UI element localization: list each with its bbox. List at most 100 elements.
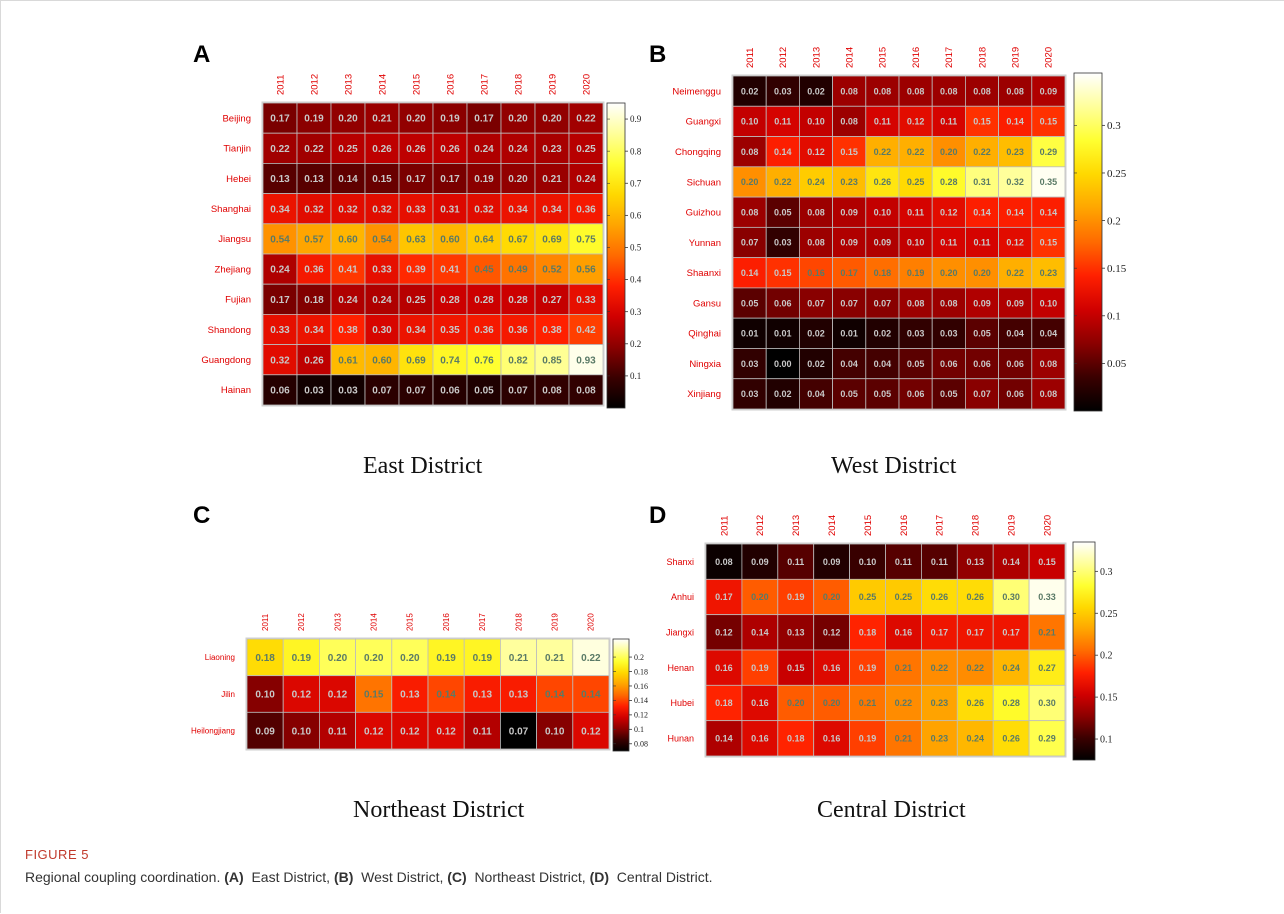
cell-value-label: 0.36 (474, 325, 494, 336)
row-label: Liaoning (205, 653, 235, 662)
row-label: Shanxi (666, 557, 694, 567)
cell-value-label: 0.28 (508, 295, 528, 306)
cell-value-label: 0.15 (372, 174, 392, 185)
heatmap-cell (705, 543, 743, 580)
cell-value-label: 0.36 (576, 204, 596, 215)
row-label: Gansu (693, 298, 721, 309)
cell-value-label: 0.19 (787, 592, 805, 602)
cell-value-label: 0.14 (973, 207, 991, 217)
cell-value-label: 0.20 (940, 147, 958, 157)
cell-value-label: 0.15 (1038, 557, 1056, 567)
cell-value-label: 0.04 (874, 359, 892, 369)
heatmap-cell (965, 348, 1000, 380)
heatmap-cell (432, 283, 468, 315)
cell-value-label: 0.05 (474, 386, 494, 397)
heatmap-cell (568, 313, 604, 345)
heatmap-cell (355, 638, 393, 677)
heatmap-cell (732, 317, 767, 349)
cell-value-label: 0.19 (440, 114, 460, 125)
cell-value-label: 0.35 (1040, 177, 1058, 187)
cell-value-label: 0.03 (774, 86, 792, 96)
year-tick-label: 2014 (827, 515, 838, 536)
year-tick-label: 2020 (581, 74, 592, 95)
year-tick-label: 2016 (911, 47, 922, 68)
heatmap-cell (296, 344, 332, 376)
cell-value-label: 0.63 (406, 235, 426, 246)
cell-value-label: 0.16 (751, 734, 769, 744)
cell-value-label: 0.14 (1006, 117, 1024, 127)
heatmap-cell (398, 162, 434, 194)
cell-value-label: 0.15 (1040, 238, 1058, 248)
cell-value-label: 0.05 (874, 389, 892, 399)
heatmap-cell (1031, 378, 1066, 410)
heatmap-cell (998, 166, 1033, 198)
cell-value-label: 0.12 (364, 726, 384, 737)
heatmap-cell (296, 132, 332, 164)
caption-text-b: West District, (353, 869, 444, 885)
cell-value-label: 0.15 (787, 663, 805, 673)
cell-value-label: 0.11 (907, 207, 924, 217)
heatmap-cell (500, 102, 536, 134)
cell-value-label: 0.05 (973, 329, 991, 339)
heatmap-cell (799, 226, 834, 259)
cell-value-label: 0.12 (807, 147, 825, 157)
cell-value-label: 0.17 (966, 628, 984, 638)
cell-value-label: 0.26 (304, 355, 324, 366)
heatmap-cell (568, 253, 604, 285)
row-label: Shaanxi (687, 268, 721, 279)
cell-value-label: 0.07 (509, 726, 529, 737)
year-tick-label: 2020 (1042, 515, 1053, 536)
heatmap-cell (799, 196, 834, 228)
heatmap-cell (965, 226, 1000, 259)
cell-value-label: 0.34 (508, 204, 528, 215)
cell-value-label: 0.01 (774, 329, 792, 339)
cell-value-label: 0.15 (1040, 117, 1058, 127)
heatmap-cell (931, 226, 966, 259)
cell-value-label: 0.07 (406, 386, 426, 397)
cell-value-label: 0.25 (338, 144, 358, 155)
cell-value-label: 0.20 (823, 592, 841, 602)
cell-value-label: 0.16 (715, 663, 733, 673)
heatmap-cell (865, 136, 900, 168)
cell-value-label: 0.08 (940, 86, 958, 96)
cell-value-label: 0.24 (966, 734, 984, 744)
heatmap-cell (534, 283, 570, 315)
heatmap-cell (398, 374, 434, 406)
heatmap-cell (398, 132, 434, 164)
heatmap-cell (466, 344, 502, 376)
heatmap-cell (364, 223, 400, 255)
cell-value-label: 0.20 (751, 592, 769, 602)
cell-value-label: 0.20 (364, 653, 384, 664)
cell-value-label: 0.24 (372, 295, 392, 306)
cell-value-label: 0.03 (338, 386, 358, 397)
row-label: Fujian (225, 295, 251, 306)
year-tick-label: 2018 (513, 74, 524, 95)
heatmap-cell (865, 378, 900, 410)
cell-value-label: 0.01 (741, 329, 759, 339)
heatmap-cell (765, 317, 800, 349)
cell-value-label: 0.03 (741, 389, 759, 399)
cell-value-label: 0.11 (973, 238, 990, 248)
heatmap-cell (777, 649, 815, 686)
year-tick-label: 2017 (935, 515, 946, 536)
cell-value-label: 0.07 (973, 389, 991, 399)
heatmap-cell (849, 684, 886, 722)
heatmap-cell (799, 136, 834, 168)
heatmap-cell (705, 720, 743, 757)
cell-value-label: 0.24 (270, 265, 290, 276)
cell-value-label: 0.19 (304, 114, 324, 125)
cell-value-label: 0.22 (1006, 268, 1024, 278)
heatmap-cell (849, 649, 886, 686)
heatmap-cell (330, 253, 366, 285)
cell-value-label: 0.12 (823, 628, 841, 638)
cell-value-label: 0.10 (255, 690, 275, 701)
heatmap-cell (568, 374, 604, 406)
cell-value-label: 0.06 (940, 359, 958, 369)
cell-value-label: 0.07 (741, 238, 759, 248)
cell-value-label: 0.08 (840, 117, 858, 127)
heatmap-cell (466, 223, 502, 255)
cell-value-label: 0.08 (807, 238, 825, 248)
cell-value-label: 0.34 (406, 325, 426, 336)
cell-value-label: 0.21 (1038, 628, 1056, 638)
heatmap-cell (330, 102, 366, 134)
